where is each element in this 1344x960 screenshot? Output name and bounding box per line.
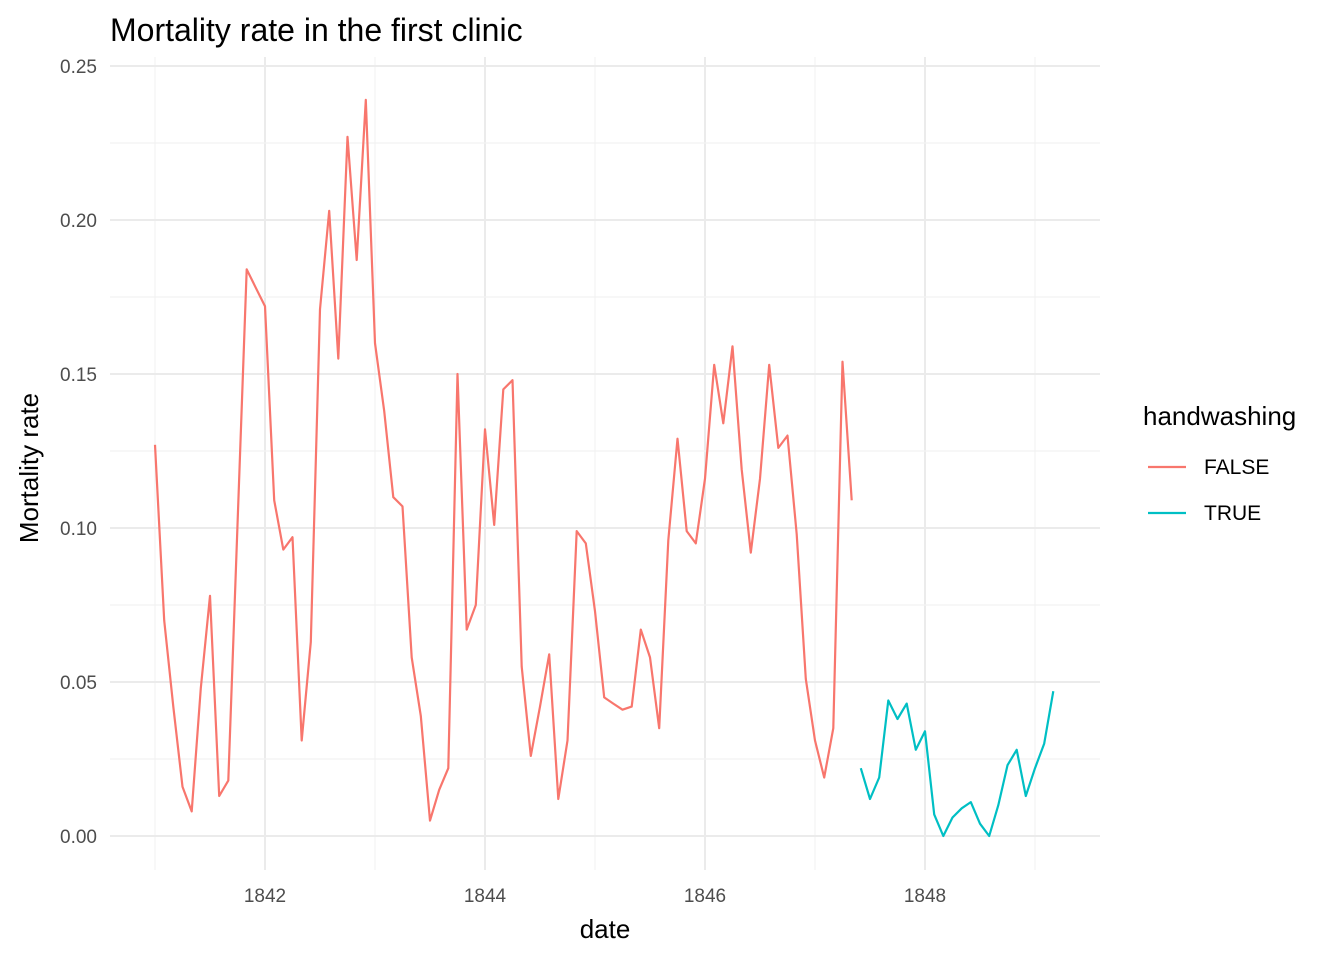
grid-lines <box>110 57 1100 870</box>
legend-label-true: TRUE <box>1204 502 1261 525</box>
x-tick-label: 1848 <box>904 886 946 907</box>
x-tick-label: 1844 <box>464 886 507 907</box>
x-axis-title: date <box>580 914 631 944</box>
y-tick-label: 0.00 <box>60 827 97 848</box>
y-tick-label: 0.25 <box>60 57 97 78</box>
x-tick-label: 1846 <box>684 886 726 907</box>
x-axis-tick-labels: 1842 1844 1846 1848 <box>244 886 946 907</box>
chart-title: Mortality rate in the first clinic <box>110 12 523 48</box>
legend: handwashing FALSE TRUE <box>1143 401 1296 525</box>
y-tick-label: 0.10 <box>60 519 97 540</box>
legend-title: handwashing <box>1143 401 1296 431</box>
y-axis-tick-labels: 0.00 0.05 0.10 0.15 0.20 0.25 <box>60 57 97 848</box>
series-lines <box>153 98 1055 838</box>
x-tick-label: 1842 <box>244 886 286 907</box>
series-line-false <box>153 98 853 822</box>
y-axis-title: Mortality rate <box>14 393 44 543</box>
legend-label-false: FALSE <box>1204 456 1269 479</box>
y-tick-label: 0.20 <box>60 211 97 232</box>
y-tick-label: 0.15 <box>60 365 97 386</box>
series-line-true <box>859 691 1055 838</box>
y-tick-label: 0.05 <box>60 673 97 694</box>
